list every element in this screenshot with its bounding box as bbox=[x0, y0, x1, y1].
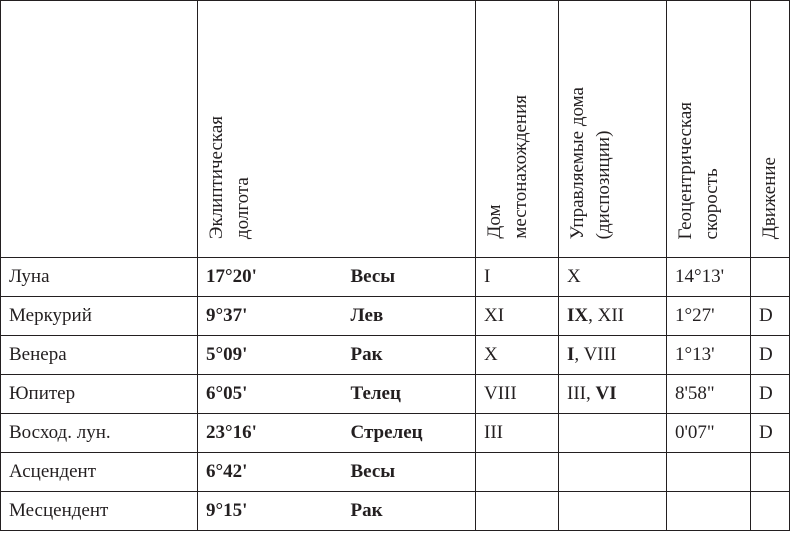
rules-cell bbox=[558, 491, 667, 531]
house-cell: III bbox=[475, 413, 559, 453]
house-cell: VIII bbox=[475, 374, 559, 414]
sign-cell: Телец bbox=[342, 374, 476, 414]
house-cell: I bbox=[475, 257, 559, 297]
rules-run: , VIII bbox=[574, 344, 617, 365]
header-cell bbox=[0, 0, 198, 258]
speed-cell bbox=[666, 491, 751, 531]
body-cell: Восход. лун. bbox=[0, 413, 198, 453]
header-line: скорость bbox=[701, 167, 722, 239]
motion-cell: D bbox=[750, 374, 790, 414]
header-cell: Дом местонахождения bbox=[475, 0, 559, 258]
body-cell: Меркурий bbox=[0, 296, 198, 336]
motion-cell bbox=[750, 257, 790, 297]
rules-cell: X bbox=[558, 257, 667, 297]
longitude-cell: 9°37' bbox=[197, 296, 343, 336]
table-row: Меркурий 9°37' Лев XI IX, XII 1°27' D bbox=[0, 296, 790, 336]
rules-cell bbox=[558, 452, 667, 492]
header-label: Эклиптическая долгота bbox=[204, 116, 256, 239]
speed-cell bbox=[666, 452, 751, 492]
rules-run: X bbox=[567, 266, 581, 287]
rules-run: III, bbox=[567, 383, 596, 404]
header-label: Дом местонахождения bbox=[482, 95, 534, 239]
longitude-cell: 6°42' bbox=[197, 452, 343, 492]
header-line: долгота bbox=[232, 177, 253, 239]
header-cell: Управляемые дома (диспозиции) bbox=[558, 0, 667, 258]
table-row: Юпитер 6°05' Телец VIII III, VI 8'58" D bbox=[0, 374, 790, 414]
motion-cell bbox=[750, 452, 790, 492]
header-line: Геоцентрическая bbox=[675, 101, 696, 239]
sign-cell: Весы bbox=[342, 257, 476, 297]
motion-cell: D bbox=[750, 413, 790, 453]
sign-cell: Рак bbox=[342, 335, 476, 375]
longitude-cell: 6°05' bbox=[197, 374, 343, 414]
table-row: Венера 5°09' Рак X I, VIII 1°13' D bbox=[0, 335, 790, 375]
header-line: Дом bbox=[484, 204, 505, 239]
rules-run: VI bbox=[595, 383, 617, 404]
sign-cell: Стрелец bbox=[342, 413, 476, 453]
body-cell: Луна bbox=[0, 257, 198, 297]
header-line: (диспозиции) bbox=[593, 130, 614, 239]
longitude-cell: 23°16' bbox=[197, 413, 343, 453]
table-row: Месцендент 9°15' Рак bbox=[0, 491, 790, 531]
rules-cell: III, VI bbox=[558, 374, 667, 414]
longitude-cell: 5°09' bbox=[197, 335, 343, 375]
rules-cell: IX, XII bbox=[558, 296, 667, 336]
rules-cell bbox=[558, 413, 667, 453]
header-cell: Эклиптическая долгота bbox=[197, 0, 476, 258]
table-row: Асцендент 6°42' Весы bbox=[0, 452, 790, 492]
header-line: местонахождения bbox=[510, 95, 531, 239]
table-row: Восход. лун. 23°16' Стрелец III 0'07" D bbox=[0, 413, 790, 453]
motion-cell bbox=[750, 491, 790, 531]
speed-cell: 8'58" bbox=[666, 374, 751, 414]
rules-run: I bbox=[567, 344, 575, 365]
header-row: Эклиптическая долгота Дом местонахождения Уп… bbox=[0, 0, 790, 258]
speed-cell: 0'07" bbox=[666, 413, 751, 453]
header-line: Движение bbox=[759, 156, 780, 239]
header-label: Геоцентрическая скорость bbox=[673, 102, 725, 239]
house-cell bbox=[475, 452, 559, 492]
header-cell: Геоцентрическая скорость bbox=[666, 0, 751, 258]
sign-cell: Лев bbox=[342, 296, 476, 336]
motion-cell: D bbox=[750, 296, 790, 336]
header-line: Управляемые дома bbox=[567, 86, 588, 239]
longitude-cell: 17°20' bbox=[197, 257, 343, 297]
sign-cell: Весы bbox=[342, 452, 476, 492]
rules-run: IX bbox=[567, 305, 589, 326]
house-cell: X bbox=[475, 335, 559, 375]
speed-cell: 14°13' bbox=[666, 257, 751, 297]
motion-cell: D bbox=[750, 335, 790, 375]
body-cell: Асцендент bbox=[0, 452, 198, 492]
speed-cell: 1°13' bbox=[666, 335, 751, 375]
sign-cell: Рак bbox=[342, 491, 476, 531]
table-row: Луна 17°20' Весы I X 14°13' bbox=[0, 257, 790, 297]
header-label: Управляемые дома (диспозиции) bbox=[565, 87, 617, 239]
house-cell bbox=[475, 491, 559, 531]
header-line: Эклиптическая bbox=[206, 115, 227, 239]
longitude-cell: 9°15' bbox=[197, 491, 343, 531]
header-cell: Движение bbox=[750, 0, 790, 258]
body-cell: Месцендент bbox=[0, 491, 198, 531]
body-cell: Венера bbox=[0, 335, 198, 375]
rules-run: , XII bbox=[588, 305, 625, 326]
body-cell: Юпитер bbox=[0, 374, 198, 414]
header-label: Движение bbox=[757, 157, 783, 239]
speed-cell: 1°27' bbox=[666, 296, 751, 336]
rules-cell: I, VIII bbox=[558, 335, 667, 375]
house-cell: XI bbox=[475, 296, 559, 336]
